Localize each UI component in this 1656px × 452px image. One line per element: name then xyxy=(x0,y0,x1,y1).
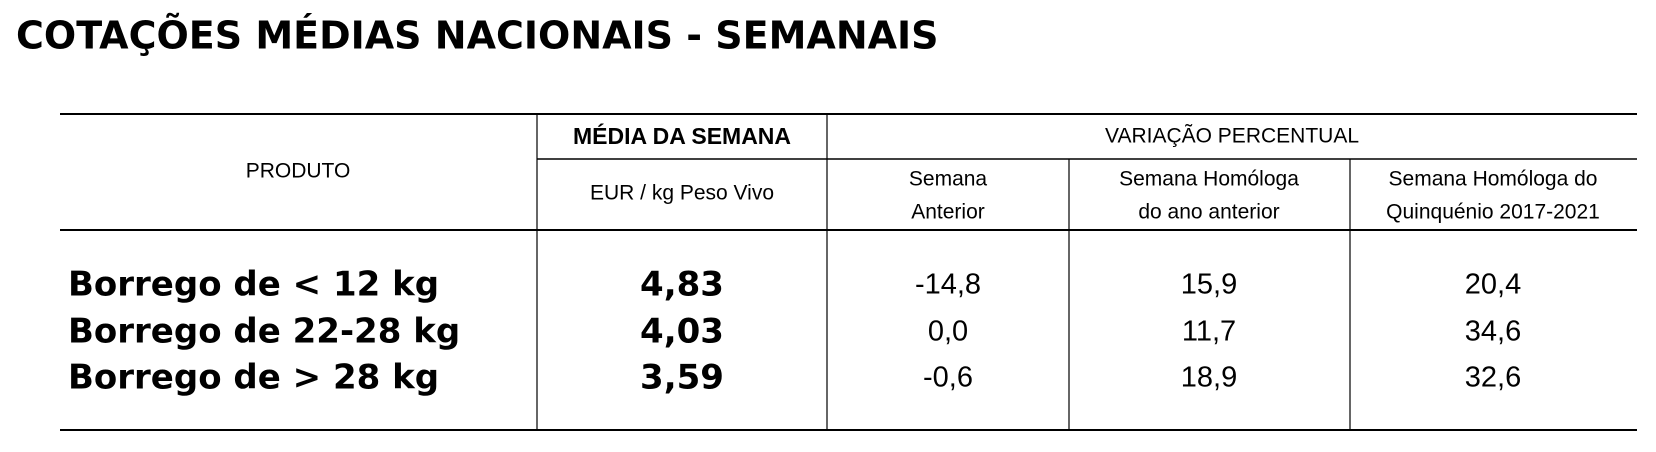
row-label: Borrego de 22-28 kg xyxy=(68,312,460,352)
cell: 11,7 xyxy=(1182,316,1236,348)
cell: 4,83 xyxy=(640,265,724,305)
cell: -0,6 xyxy=(923,362,973,394)
header-cell: VARIAÇÃO PERCENTUAL xyxy=(1105,124,1359,148)
header-cell: Semana Homóloga do xyxy=(1389,168,1598,191)
header-cell: do ano anterior xyxy=(1138,201,1279,224)
cell: -14,8 xyxy=(915,269,981,301)
row-label: Borrego de < 12 kg xyxy=(68,265,439,305)
cell: 18,9 xyxy=(1181,362,1237,394)
row-label: Borrego de > 28 kg xyxy=(68,358,439,398)
header-cell: Semana xyxy=(909,168,988,191)
title: COTAÇÕES MÉDIAS NACIONAIS - SEMANAIS xyxy=(16,14,939,58)
cell: 3,59 xyxy=(640,358,724,398)
cell: 34,6 xyxy=(1465,316,1521,348)
header-cell: MÉDIA DA SEMANA xyxy=(573,122,791,149)
cell: 20,4 xyxy=(1465,269,1521,301)
cell: 15,9 xyxy=(1181,269,1237,301)
header-cell: Semana Homóloga xyxy=(1119,168,1299,191)
header-cell: PRODUTO xyxy=(246,160,351,183)
header-cell: Anterior xyxy=(911,201,985,224)
header-cell: EUR / kg Peso Vivo xyxy=(590,182,774,205)
cell: 0,0 xyxy=(928,316,968,348)
header-cell: Quinquénio 2017-2021 xyxy=(1386,201,1600,224)
cell: 32,6 xyxy=(1465,362,1521,394)
cell: 4,03 xyxy=(640,312,724,352)
